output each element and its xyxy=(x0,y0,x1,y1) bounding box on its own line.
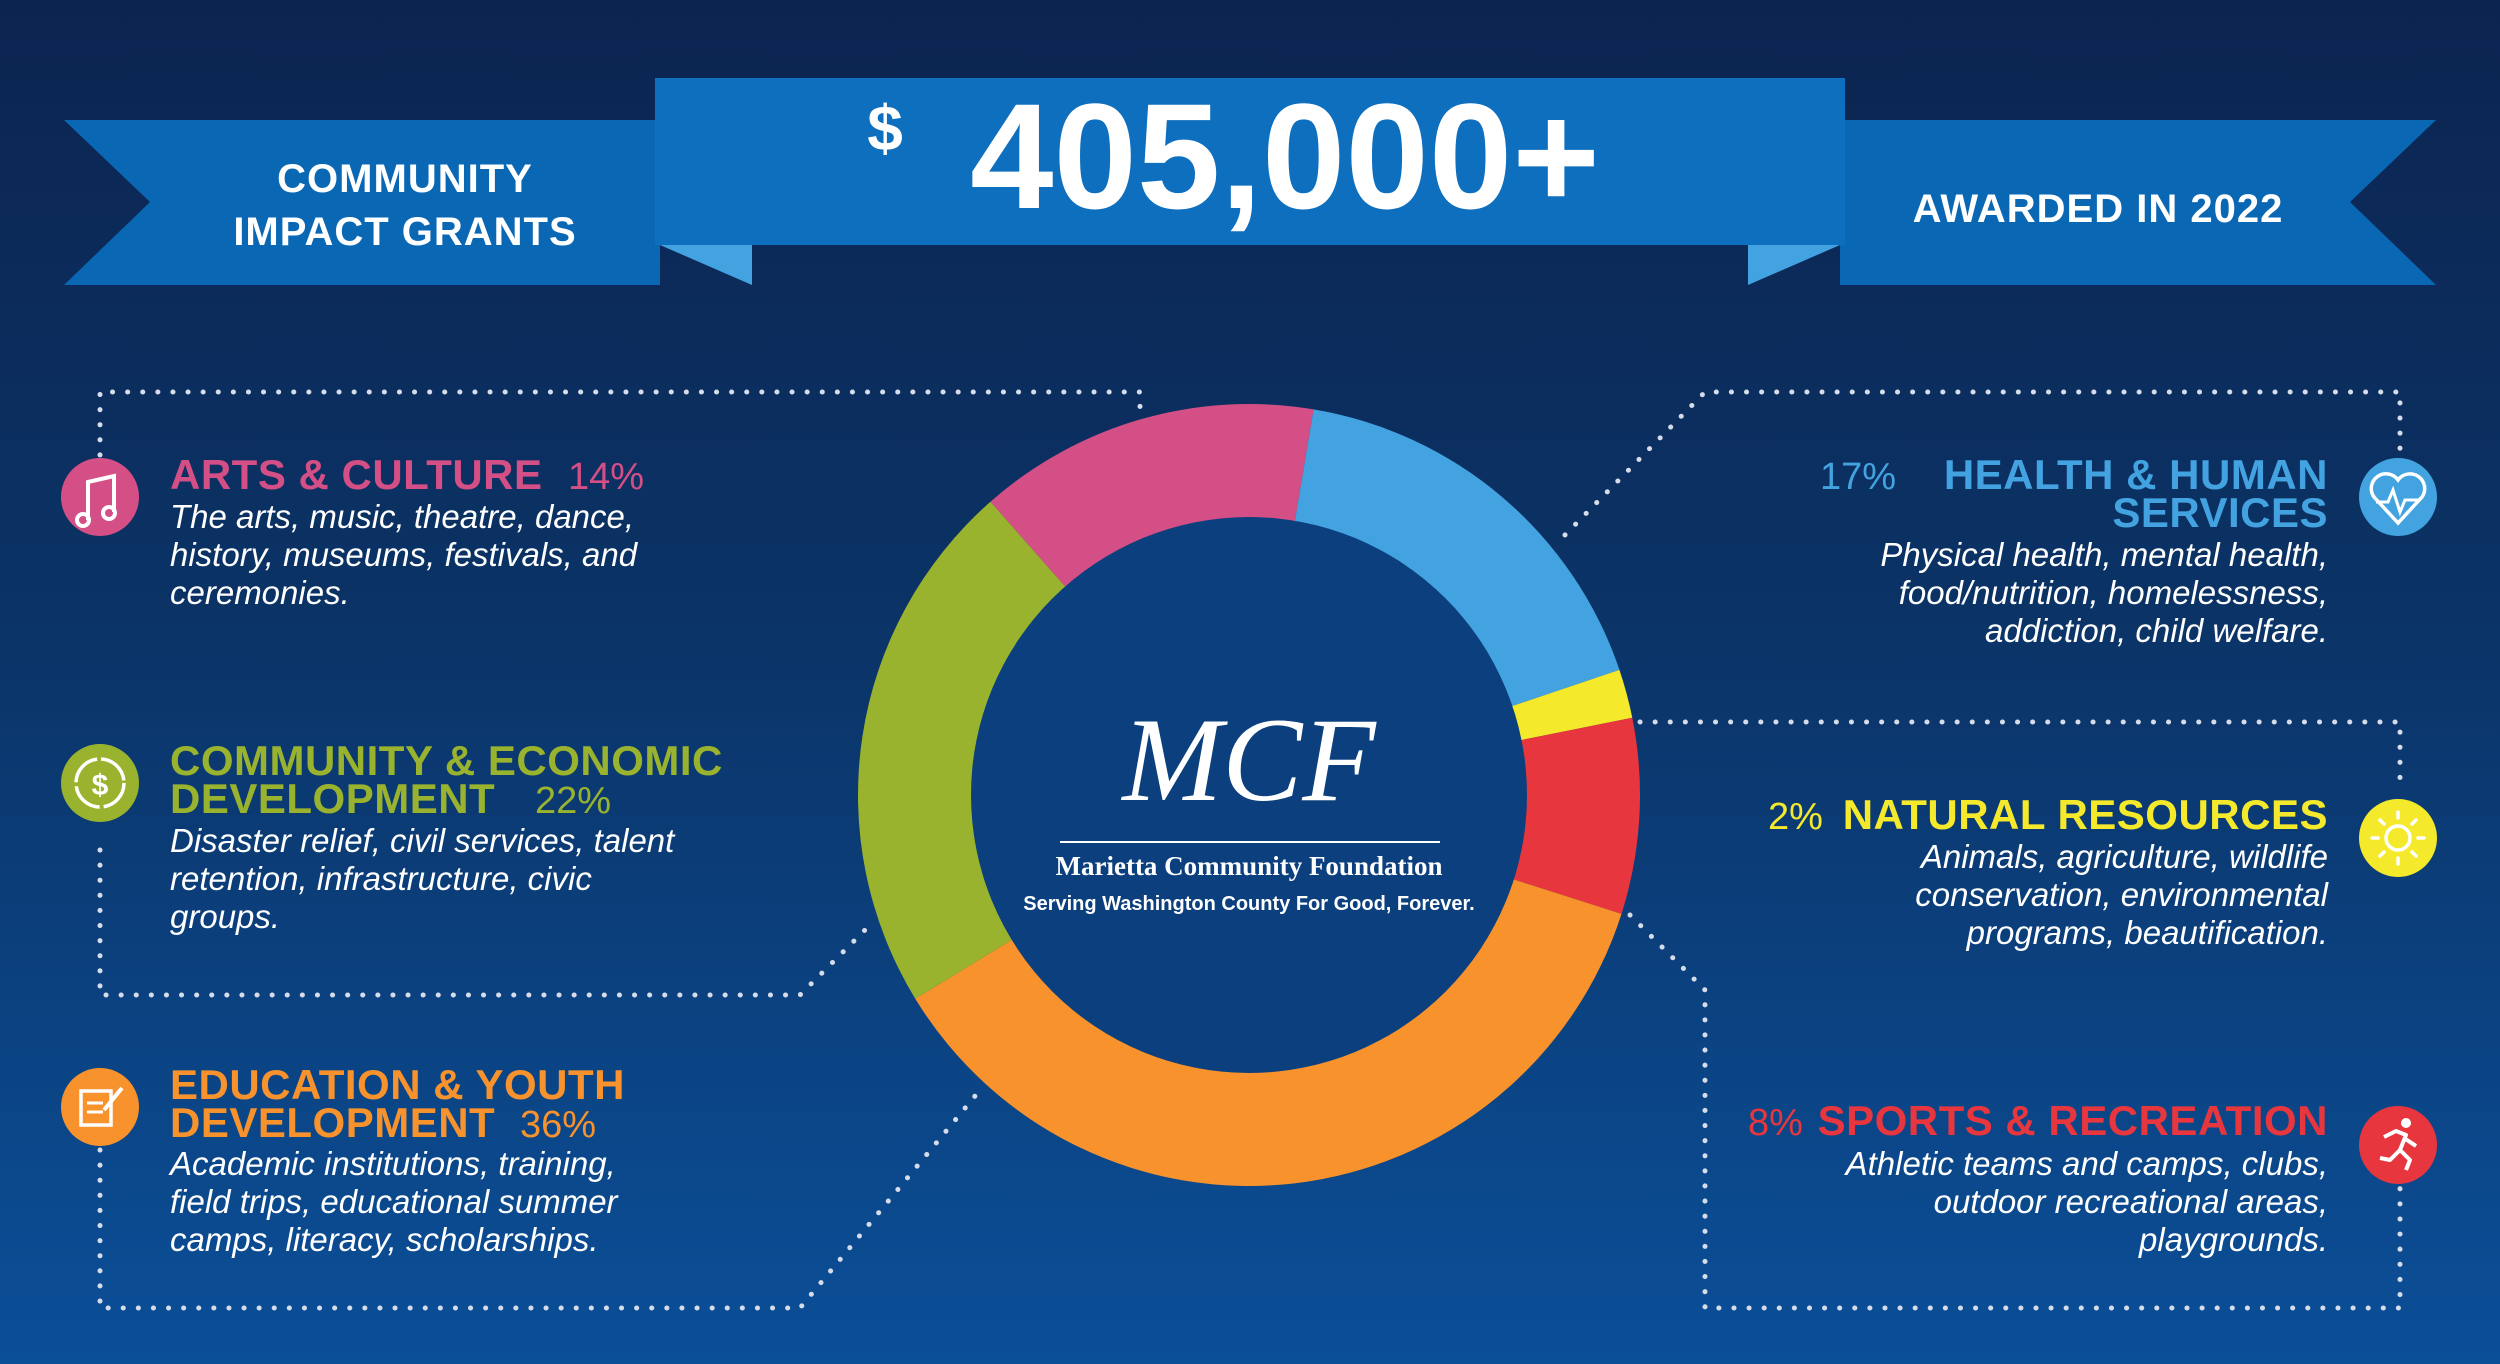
notepad-pencil-icon xyxy=(61,1068,139,1146)
donut-chart xyxy=(858,404,1640,1186)
education-pct: 36% xyxy=(520,1104,597,1146)
banner-currency: $ xyxy=(867,92,903,164)
education-desc-3: camps, literacy, scholarships. xyxy=(170,1221,599,1258)
health-title-2: SERVICES xyxy=(2112,489,2328,536)
community-desc-3: groups. xyxy=(170,898,281,935)
community-title-2: DEVELOPMENT xyxy=(170,775,496,822)
runner-icon xyxy=(2359,1106,2437,1184)
sports-desc-2: outdoor recreational areas, xyxy=(1933,1183,2328,1220)
logo-tagline: Serving Washington County For Good, Fore… xyxy=(1023,893,1475,915)
natural-desc-2: conservation, environmental xyxy=(1915,876,2328,913)
banner-amount: 405,000+ xyxy=(970,72,1600,240)
connector-natural xyxy=(1637,719,2403,783)
banner-left-line1: COMMUNITY xyxy=(277,157,533,201)
arts-title: ARTS & CULTURE xyxy=(170,451,543,498)
music-note-icon xyxy=(61,458,139,536)
foundation-logo: MCF Marietta Community Foundation Servin… xyxy=(971,517,1527,1073)
banner-right: AWARDED IN 2022 xyxy=(1913,187,2284,231)
connector-lines xyxy=(97,389,2403,1311)
education-desc-1: Academic institutions, training, xyxy=(170,1145,616,1182)
banner-left-line2: IMPACT GRANTS xyxy=(233,210,576,254)
health-title-1: HEALTH & HUMAN xyxy=(1943,451,2328,498)
ribbon-left-tail xyxy=(64,120,660,285)
health-desc-3: addiction, child welfare. xyxy=(1984,612,2328,649)
sports-desc-3: playgrounds. xyxy=(2139,1221,2328,1258)
donut-slice-arts-culture xyxy=(990,404,1314,588)
education-title-2: DEVELOPMENT xyxy=(170,1099,496,1146)
dollar-cycle-icon: $ xyxy=(61,744,139,822)
donut-slice-natural-resources xyxy=(1510,669,1633,741)
sports-title: SPORTS & RECREATION xyxy=(1817,1097,2328,1144)
natural-pct: 2% xyxy=(1768,796,1823,838)
logo-disc xyxy=(971,517,1527,1073)
logo-name: Marietta Community Foundation xyxy=(1056,851,1443,881)
sports-desc-1: Athletic teams and camps, clubs, xyxy=(1845,1145,2328,1182)
education-desc-2: field trips, educational summer xyxy=(170,1183,618,1220)
community-desc-2: retention, infrastructure, civic xyxy=(170,860,592,897)
sports-pct: 8% xyxy=(1748,1102,1803,1144)
ribbon-banner: COMMUNITY IMPACT GRANTS $ 405,000+ AWARD… xyxy=(64,72,2436,285)
donut-slice-education-youth-development xyxy=(915,878,1622,1186)
natural-desc-3: programs, beautification. xyxy=(1966,914,2328,951)
ribbon-right-fold xyxy=(1748,245,1840,285)
arts-desc-1: The arts, music, theatre, dance, xyxy=(170,498,635,535)
arts-desc-2: history, museums, festivals, and xyxy=(170,536,638,573)
sun-icon xyxy=(2359,799,2437,877)
connector-sports xyxy=(1627,912,2403,1311)
education-title-1: EDUCATION & YOUTH xyxy=(170,1061,625,1108)
svg-text:$: $ xyxy=(92,769,109,802)
community-title-1: COMMUNITY & ECONOMIC xyxy=(170,737,723,784)
donut-slice-sports-recreation xyxy=(1511,717,1640,914)
ribbon-right-tail xyxy=(1840,120,2436,285)
health-pct: 17% xyxy=(1820,456,1897,498)
community-desc-1: Disaster relief, civil services, talent xyxy=(170,822,675,859)
ribbon-center xyxy=(655,78,1845,245)
community-pct: 22% xyxy=(535,780,612,822)
logo-monogram: MCF xyxy=(1120,693,1377,826)
donut-slice-health-human-services xyxy=(1294,409,1620,707)
health-desc-2: food/nutrition, homelessness, xyxy=(1898,574,2328,611)
natural-desc-1: Animals, agriculture, wildlife xyxy=(1920,838,2328,875)
ribbon-left-fold xyxy=(660,245,752,285)
natural-title: NATURAL RESOURCES xyxy=(1842,791,2328,838)
donut-slice-community-economic-development xyxy=(858,501,1067,999)
arts-pct: 14% xyxy=(568,456,645,498)
health-desc-1: Physical health, mental health, xyxy=(1880,536,2328,573)
heart-pulse-icon xyxy=(2359,458,2437,536)
arts-desc-3: ceremonies. xyxy=(170,574,350,611)
connector-arts xyxy=(97,389,1143,458)
